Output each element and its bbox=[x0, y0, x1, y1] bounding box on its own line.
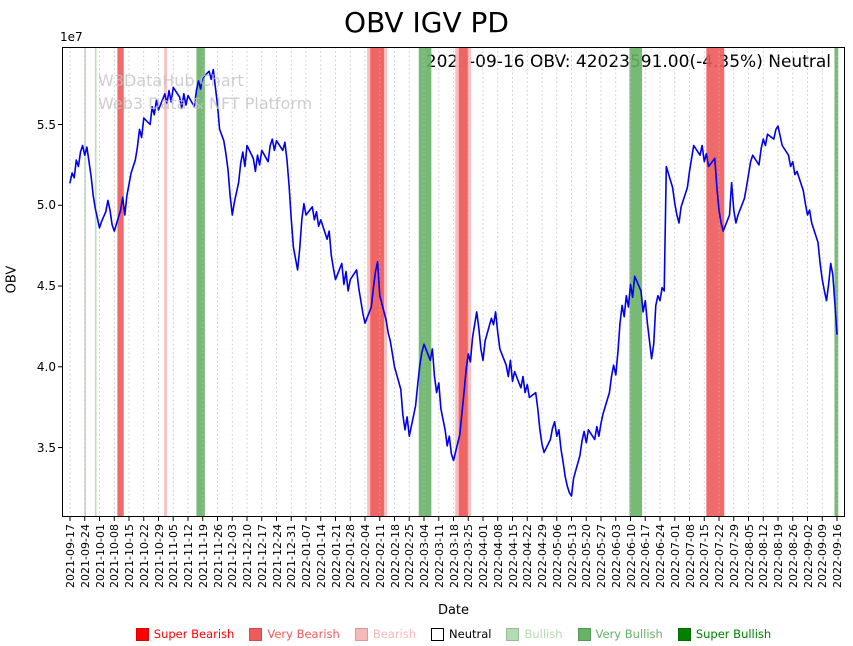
x-tick-label: 2022-02-18 bbox=[388, 524, 402, 588]
legend-label: Bullish bbox=[524, 627, 563, 641]
legend-item-neutral: Neutral bbox=[431, 627, 491, 641]
x-tick-label: 2021-12-17 bbox=[255, 524, 269, 588]
signal-band-bullish bbox=[94, 47, 97, 517]
x-tick-label: 2021-10-08 bbox=[108, 524, 122, 588]
x-tick-label: 2022-06-10 bbox=[624, 524, 638, 588]
x-tick-label: 2022-04-08 bbox=[491, 524, 505, 588]
legend-item-super_bearish: Super Bearish bbox=[135, 627, 235, 641]
legend-label: Bearish bbox=[372, 627, 417, 641]
legend-swatch-neutral bbox=[431, 627, 445, 641]
x-tick-label: 2022-05-13 bbox=[565, 524, 579, 588]
legend-label: Super Bearish bbox=[153, 627, 235, 641]
legend-label: Super Bullish bbox=[695, 627, 772, 641]
x-tick-label: 2021-12-10 bbox=[241, 524, 254, 588]
x-tick-label: 2022-05-27 bbox=[595, 524, 608, 588]
x-tick-label: 2022-04-29 bbox=[536, 524, 549, 588]
x-tick-label: 2022-04-22 bbox=[521, 524, 535, 588]
legend-item-bearish: Bearish bbox=[354, 627, 417, 641]
signal-band-bearish bbox=[164, 47, 167, 517]
plot-border bbox=[62, 47, 845, 517]
legend-item-very_bullish: Very Bullish bbox=[577, 627, 663, 641]
x-tick-label: 2021-12-31 bbox=[285, 524, 299, 588]
obv-line bbox=[69, 68, 838, 497]
x-tick-label: 2022-07-29 bbox=[727, 524, 741, 588]
legend-swatch-bearish bbox=[354, 627, 368, 641]
x-tick-label: 2022-02-25 bbox=[403, 524, 417, 588]
x-tick-label: 2022-05-20 bbox=[580, 524, 594, 588]
x-tick-label: 2022-01-14 bbox=[314, 524, 328, 588]
legend-item-super_bullish: Super Bullish bbox=[677, 627, 772, 641]
legend: Super Bearish Very Bearish Bearish Neutral B… bbox=[62, 627, 845, 641]
x-tick-label: 2022-09-02 bbox=[801, 524, 815, 588]
x-axis-title: Date bbox=[437, 603, 470, 618]
x-tick-label: 2022-07-22 bbox=[713, 524, 726, 588]
x-tick-label: 2021-11-26 bbox=[211, 524, 225, 588]
x-tick-label: 2022-03-11 bbox=[432, 524, 446, 588]
legend-label: Very Bearish bbox=[267, 627, 340, 641]
legend-swatch-super_bearish bbox=[135, 627, 149, 641]
legend-label: Neutral bbox=[449, 627, 492, 641]
y-tick-label: 5.5 bbox=[36, 117, 56, 132]
x-tick-label: 2022-08-12 bbox=[757, 524, 771, 588]
plot-area: W3DataHub Chart Web3 Data & NFT Platform bbox=[58, 47, 845, 521]
signal-band-very_bearish bbox=[370, 47, 384, 517]
x-tick-label: 2021-11-12 bbox=[182, 524, 195, 588]
legend-swatch-very_bullish bbox=[577, 627, 591, 641]
signal-band-very_bullish bbox=[196, 47, 205, 517]
x-tick-label: 2022-02-04 bbox=[359, 524, 372, 588]
y-tick-label: 4.0 bbox=[36, 359, 56, 374]
x-tick-label: 2022-04-01 bbox=[477, 524, 490, 588]
signal-band-very_bullish bbox=[834, 47, 839, 517]
x-tick-label: 2022-09-16 bbox=[831, 524, 844, 588]
signal-band-very_bullish bbox=[629, 47, 643, 517]
signal-band-very_bearish bbox=[117, 47, 124, 517]
legend-swatch-super_bullish bbox=[677, 627, 691, 641]
y-tick-label: 5.0 bbox=[36, 198, 56, 213]
legend-swatch-bullish bbox=[506, 627, 520, 641]
y-tick-label: 4.5 bbox=[36, 279, 56, 294]
x-tick-label: 2022-01-28 bbox=[344, 524, 358, 588]
x-tick-label: 2022-08-26 bbox=[786, 524, 800, 588]
x-tick-label: 2021-09-17 bbox=[64, 524, 77, 588]
legend-label: Very Bullish bbox=[595, 627, 663, 641]
x-tick-label: 2022-01-07 bbox=[300, 524, 313, 588]
x-tick-label: 2022-05-06 bbox=[550, 524, 564, 588]
legend-item-very_bearish: Very Bearish bbox=[249, 627, 340, 641]
x-tick-label: 2022-04-15 bbox=[506, 524, 520, 588]
x-tick-label: 2022-07-15 bbox=[698, 524, 712, 588]
legend-item-bullish: Bullish bbox=[506, 627, 563, 641]
x-tick-label: 2022-07-08 bbox=[683, 524, 697, 588]
x-tick-label: 2022-08-19 bbox=[772, 524, 785, 588]
x-tick-label: 2022-06-03 bbox=[609, 524, 623, 588]
y-tick-label: 3.5 bbox=[36, 440, 56, 455]
signal-band-very_bullish bbox=[418, 47, 432, 517]
x-tick-label: 2022-03-04 bbox=[418, 524, 431, 588]
y-axis-offset-label: 1e7 bbox=[60, 30, 83, 44]
x-tick-label: 2022-06-24 bbox=[654, 524, 667, 588]
signal-band-very_bearish bbox=[458, 47, 468, 517]
signal-band-very_bearish bbox=[706, 47, 725, 517]
x-tick-label: 2021-12-24 bbox=[270, 524, 284, 588]
x-tick-label: 2022-07-01 bbox=[668, 524, 682, 588]
x-tick-label: 2022-03-18 bbox=[447, 524, 461, 588]
x-tick-label: 2021-10-15 bbox=[123, 524, 136, 588]
x-tick-label: 2022-06-17 bbox=[639, 524, 653, 588]
signal-band-bullish bbox=[84, 47, 87, 517]
legend-swatch-very_bearish bbox=[249, 627, 263, 641]
chart-title: OBV IGV PD bbox=[344, 6, 509, 39]
x-tick-label: 2022-08-05 bbox=[742, 524, 756, 588]
x-tick-label: 2021-12-03 bbox=[226, 524, 240, 588]
x-tick-label: 2022-01-21 bbox=[329, 524, 343, 588]
x-tick-label: 2021-10-29 bbox=[152, 524, 166, 588]
x-tick-label: 2022-03-25 bbox=[462, 524, 476, 588]
x-tick-label: 2021-10-01 bbox=[93, 524, 107, 588]
x-tick-label: 2021-11-19 bbox=[196, 524, 210, 588]
x-tick-label: 2022-09-09 bbox=[816, 524, 830, 588]
chart-canvas bbox=[58, 47, 845, 521]
x-tick-label: 2021-10-22 bbox=[137, 524, 151, 588]
x-tick-label: 2022-02-11 bbox=[373, 524, 387, 588]
x-tick-label: 2021-09-24 bbox=[78, 524, 92, 588]
x-tick-label: 2021-11-05 bbox=[167, 524, 181, 588]
